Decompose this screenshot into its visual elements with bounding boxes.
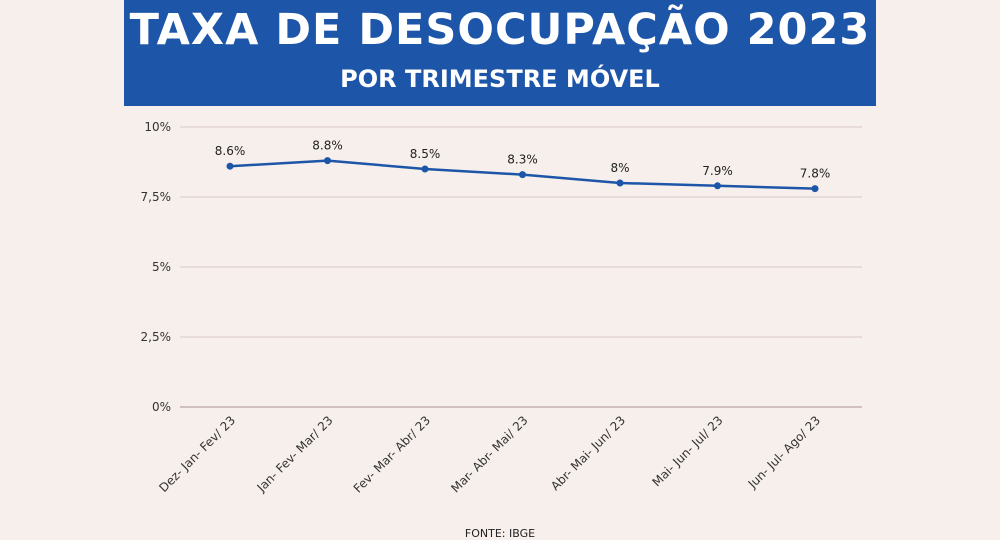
data-label: 7.8% (800, 167, 831, 181)
data-point (811, 185, 819, 193)
data-point (324, 157, 331, 165)
data-label: 8.3% (507, 153, 538, 167)
source-note: FONTE: IBGE (464, 527, 536, 540)
data-point (226, 162, 234, 170)
data-point (519, 171, 526, 179)
data-label: 8.8% (312, 139, 343, 153)
header-banner: TAXA DE DESOCUPAÇÃO 2023 POR TRIMESTRE M… (124, 0, 876, 106)
x-tick-label: Dez- Jan- Fev/ 23 (156, 413, 238, 495)
data-label: 8.6% (215, 144, 246, 158)
y-tick-label: 7,5% (141, 190, 172, 204)
data-point (616, 179, 624, 187)
data-label: 8.5% (410, 147, 441, 161)
data-label: 7.9% (702, 164, 733, 178)
data-label: 8% (610, 161, 629, 175)
data-point (714, 182, 721, 190)
data-point (421, 165, 429, 173)
x-tick-label: Jan- Fev- Mar/ 23 (254, 413, 336, 495)
x-tick-label: Abr- Mai- Jun/ 23 (548, 413, 628, 493)
y-tick-label: 2,5% (141, 330, 172, 344)
x-tick-label: Mar- Abr- Mai/ 23 (448, 413, 530, 495)
y-tick-label: 5% (152, 260, 171, 274)
y-tick-label: 10% (144, 120, 171, 134)
chart-title: TAXA DE DESOCUPAÇÃO 2023 (129, 5, 871, 55)
x-tick-label: Mai- Jun- Jul/ 23 (649, 413, 725, 489)
x-tick-label: Fev- Mar- Abr/ 23 (351, 413, 433, 495)
x-tick-label: Jun- Jul- Ago/ 23 (745, 413, 823, 491)
chart-subtitle: POR TRIMESTRE MÓVEL (340, 65, 660, 93)
y-tick-label: 0% (152, 400, 171, 414)
